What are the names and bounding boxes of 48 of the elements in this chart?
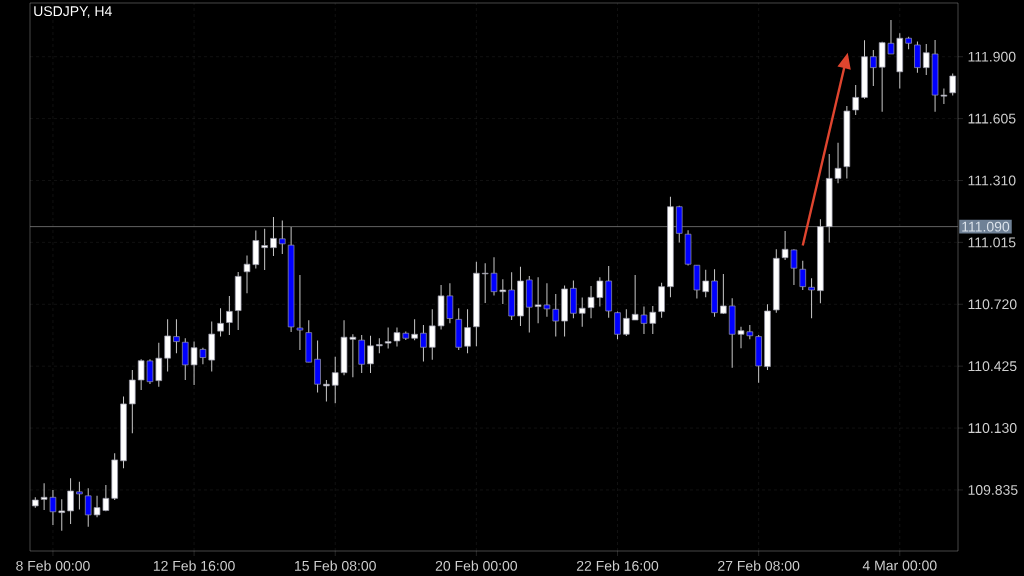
candlestick xyxy=(173,318,180,354)
candlestick xyxy=(922,43,930,76)
candlestick xyxy=(182,337,189,381)
candlestick xyxy=(552,293,560,338)
candlestick xyxy=(367,335,374,374)
candlestick xyxy=(614,311,621,340)
candlestick xyxy=(578,297,586,328)
y-tick-label: 111.900 xyxy=(968,51,1016,62)
candlestick xyxy=(429,308,436,361)
x-tick-label: 22 Feb 16:00 xyxy=(576,560,659,571)
y-tick-label: 111.015 xyxy=(968,237,1016,248)
candlestick xyxy=(949,72,956,97)
candlestick xyxy=(76,481,83,510)
x-tick-label: 27 Feb 08:00 xyxy=(718,560,800,571)
x-tick-label: 20 Feb 00:00 xyxy=(435,560,518,571)
candlestick xyxy=(164,318,171,373)
candlestick xyxy=(58,498,66,532)
candlestick xyxy=(217,307,224,338)
candlestick xyxy=(623,308,630,337)
y-tick-label: 111.310 xyxy=(968,175,1016,186)
y-tick-label: 111.605 xyxy=(968,113,1016,124)
candlestick xyxy=(226,295,233,336)
candlestick xyxy=(799,260,807,291)
chart-title: USDJPY, H4 xyxy=(34,6,112,18)
y-tick-label: 110.720 xyxy=(968,299,1017,310)
y-tick-label: 109.835 xyxy=(968,484,1018,495)
candlestick xyxy=(870,49,877,87)
candlestick xyxy=(323,379,330,403)
candlestick xyxy=(270,216,277,257)
x-tick-label: 15 Feb 08:00 xyxy=(295,560,376,571)
candlestick xyxy=(279,220,286,255)
ref-line-label: 111.090 xyxy=(962,221,1010,232)
candlestick xyxy=(420,324,427,363)
y-tick-label: 110.425 xyxy=(968,361,1017,372)
x-tick-label: 12 Feb 16:00 xyxy=(153,560,235,571)
candlestick xyxy=(411,318,418,341)
candlestick xyxy=(852,84,859,116)
candlestick xyxy=(808,277,815,319)
candlestick xyxy=(914,41,921,74)
x-tick-label: 4 Mar 00:00 xyxy=(862,560,937,571)
candlestick xyxy=(67,477,74,525)
candlestick xyxy=(702,269,709,298)
y-tick-label: 110.130 xyxy=(968,423,1017,434)
candlestick xyxy=(464,308,471,354)
candlestick xyxy=(129,369,136,434)
candlestick xyxy=(261,228,268,271)
candlestick xyxy=(720,273,727,315)
x-tick-label: 8 Feb 00:00 xyxy=(16,560,90,571)
